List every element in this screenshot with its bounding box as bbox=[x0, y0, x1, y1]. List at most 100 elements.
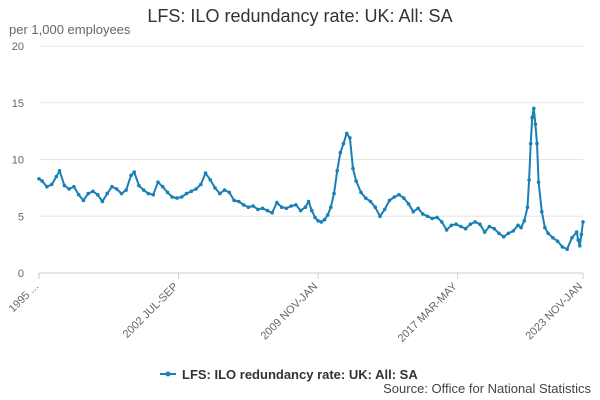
data-point[interactable] bbox=[325, 213, 330, 217]
data-point[interactable] bbox=[581, 220, 585, 224]
data-point[interactable] bbox=[165, 190, 170, 195]
data-point[interactable] bbox=[270, 211, 274, 215]
data-point[interactable] bbox=[303, 205, 308, 209]
data-point[interactable] bbox=[421, 212, 425, 216]
data-point[interactable] bbox=[208, 178, 213, 182]
data-point[interactable] bbox=[95, 192, 100, 197]
data-point[interactable] bbox=[449, 223, 454, 228]
data-point[interactable] bbox=[501, 234, 506, 239]
data-point[interactable] bbox=[156, 180, 160, 184]
data-point[interactable] bbox=[578, 244, 582, 248]
data-point[interactable] bbox=[478, 222, 482, 226]
data-point[interactable] bbox=[179, 195, 184, 199]
data-point[interactable] bbox=[387, 198, 392, 203]
data-point[interactable] bbox=[329, 205, 333, 209]
data-point[interactable] bbox=[184, 191, 189, 196]
data-point[interactable] bbox=[444, 228, 449, 232]
data-point[interactable] bbox=[468, 222, 473, 226]
data-point[interactable] bbox=[487, 224, 492, 229]
data-point[interactable] bbox=[151, 192, 155, 197]
data-point[interactable] bbox=[119, 191, 124, 196]
data-point[interactable] bbox=[114, 187, 119, 191]
data-point[interactable] bbox=[435, 215, 439, 220]
data-point[interactable] bbox=[492, 226, 497, 231]
data-point[interactable] bbox=[298, 208, 303, 213]
data-point[interactable] bbox=[279, 205, 284, 209]
data-point[interactable] bbox=[530, 115, 534, 120]
data-point[interactable] bbox=[397, 192, 401, 197]
data-point[interactable] bbox=[251, 204, 255, 208]
data-point[interactable] bbox=[322, 217, 327, 222]
data-point[interactable] bbox=[579, 232, 584, 237]
data-point[interactable] bbox=[170, 195, 174, 199]
data-point[interactable] bbox=[416, 206, 420, 211]
data-point[interactable] bbox=[265, 208, 270, 213]
data-point[interactable] bbox=[473, 220, 478, 224]
data-point[interactable] bbox=[574, 230, 579, 234]
data-point[interactable] bbox=[378, 214, 382, 219]
data-point[interactable] bbox=[232, 198, 236, 203]
data-point[interactable] bbox=[392, 195, 397, 199]
data-point[interactable] bbox=[348, 136, 352, 140]
data-point[interactable] bbox=[535, 141, 539, 146]
data-point[interactable] bbox=[344, 131, 349, 136]
data-point[interactable] bbox=[227, 190, 232, 195]
data-point[interactable] bbox=[511, 229, 515, 233]
data-point[interactable] bbox=[141, 188, 146, 192]
data-point[interactable] bbox=[175, 196, 179, 200]
data-point[interactable] bbox=[132, 170, 136, 174]
data-point[interactable] bbox=[532, 106, 536, 111]
data-point[interactable] bbox=[124, 188, 128, 192]
data-point[interactable] bbox=[368, 199, 373, 204]
data-point[interactable] bbox=[335, 169, 340, 173]
data-point[interactable] bbox=[516, 223, 520, 228]
data-point[interactable] bbox=[289, 204, 294, 208]
data-point[interactable] bbox=[319, 220, 324, 224]
data-point[interactable] bbox=[533, 122, 538, 127]
data-point[interactable] bbox=[459, 224, 463, 229]
data-point[interactable] bbox=[555, 239, 560, 243]
data-point[interactable] bbox=[576, 238, 580, 242]
data-point[interactable] bbox=[284, 206, 289, 211]
data-point[interactable] bbox=[430, 216, 435, 221]
data-point[interactable] bbox=[67, 187, 71, 191]
data-point[interactable] bbox=[86, 191, 90, 196]
data-point[interactable] bbox=[91, 189, 95, 194]
data-point[interactable] bbox=[189, 189, 194, 194]
data-point[interactable] bbox=[160, 184, 165, 189]
data-point[interactable] bbox=[241, 203, 246, 207]
data-point[interactable] bbox=[213, 186, 217, 190]
data-point[interactable] bbox=[359, 190, 363, 195]
data-point[interactable] bbox=[72, 184, 76, 189]
data-point[interactable] bbox=[260, 206, 265, 211]
data-point[interactable] bbox=[560, 245, 565, 249]
data-point[interactable] bbox=[351, 166, 355, 171]
data-point[interactable] bbox=[463, 226, 468, 231]
data-point[interactable] bbox=[402, 196, 406, 200]
data-point[interactable] bbox=[519, 225, 523, 230]
data-point[interactable] bbox=[363, 196, 368, 200]
data-point[interactable] bbox=[81, 198, 86, 203]
data-point[interactable] bbox=[199, 182, 203, 187]
data-point[interactable] bbox=[332, 191, 336, 196]
data-point[interactable] bbox=[62, 183, 67, 188]
data-point[interactable] bbox=[482, 230, 487, 234]
data-point[interactable] bbox=[527, 178, 531, 182]
data-point[interactable] bbox=[218, 191, 222, 196]
data-point[interactable] bbox=[536, 180, 541, 184]
data-point[interactable] bbox=[110, 184, 114, 189]
legend-label[interactable]: LFS: ILO redundancy rate: UK: All: SA bbox=[182, 367, 418, 382]
data-point[interactable] bbox=[425, 214, 430, 219]
data-point[interactable] bbox=[137, 183, 141, 188]
data-point[interactable] bbox=[310, 208, 314, 213]
data-point[interactable] bbox=[105, 191, 109, 196]
data-point[interactable] bbox=[40, 179, 44, 183]
data-point[interactable] bbox=[222, 188, 227, 192]
data-point[interactable] bbox=[546, 231, 550, 236]
data-point[interactable] bbox=[194, 187, 198, 191]
data-point[interactable] bbox=[129, 173, 133, 178]
data-point[interactable] bbox=[440, 220, 444, 224]
data-point[interactable] bbox=[565, 247, 569, 251]
data-point[interactable] bbox=[237, 199, 241, 204]
data-point[interactable] bbox=[37, 177, 41, 181]
